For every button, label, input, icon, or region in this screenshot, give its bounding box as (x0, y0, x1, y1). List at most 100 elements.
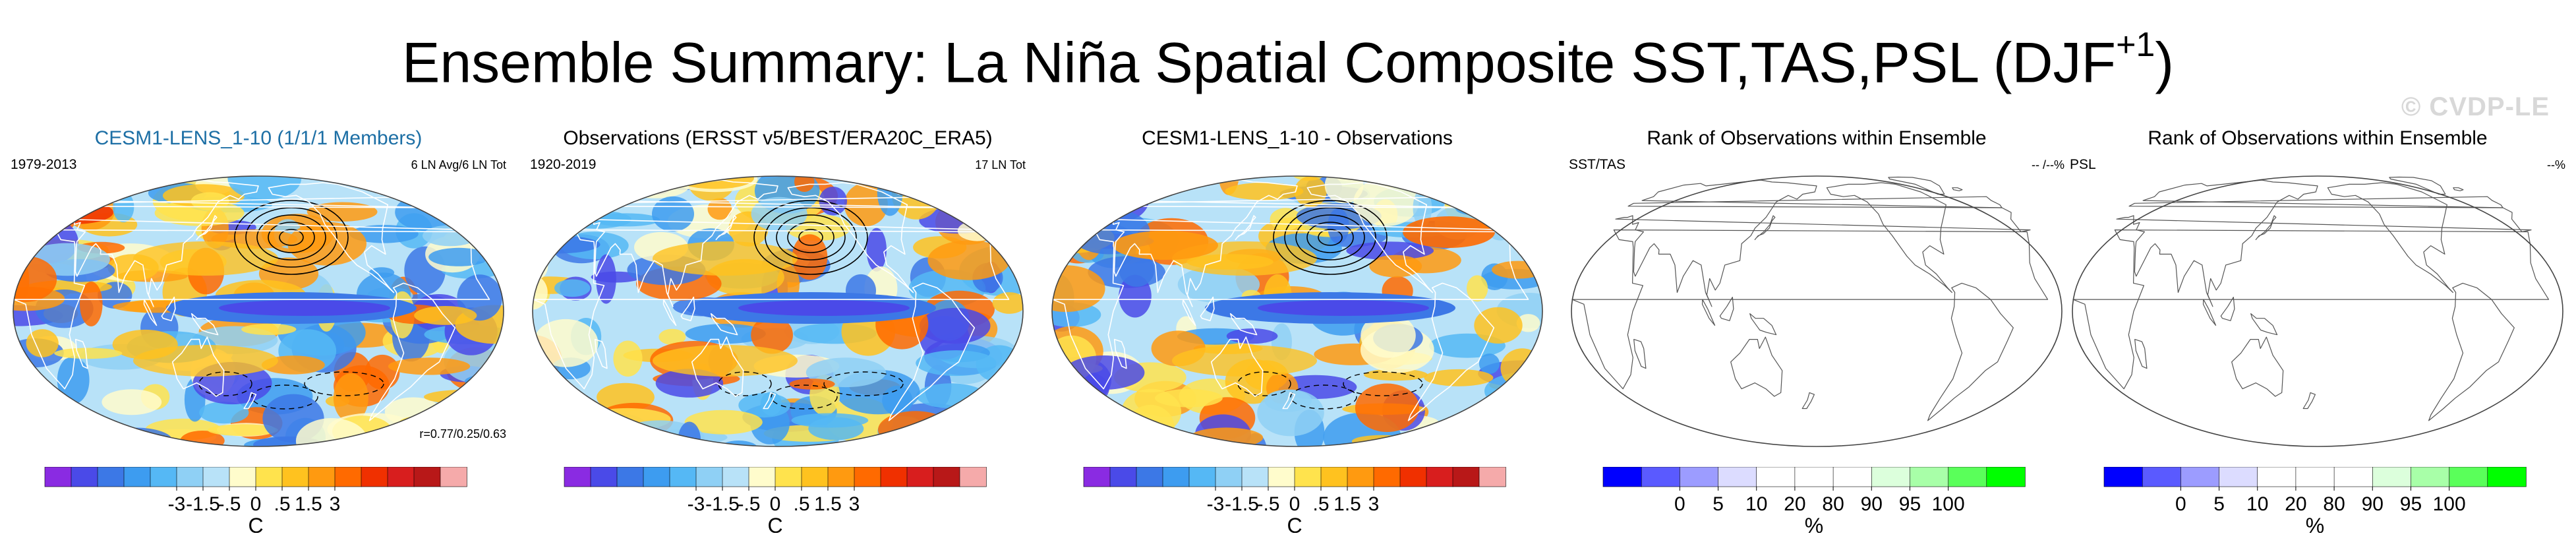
colorbar-swatch (176, 467, 204, 487)
colorbar-swatch (1294, 467, 1322, 487)
colorbar-tick-label: 5 (2213, 493, 2225, 515)
temperature-colorbar: -3 -1.5-.5 0 .5 1.5 3 C (44, 467, 467, 533)
panel-difference-composite: CESM1-LENS_1-10 - Observations -3 -1.5 -.5… (1047, 125, 1548, 534)
rank-percent-label: --% (2547, 158, 2565, 171)
colorbar-swatch (1188, 467, 1216, 487)
colorbar-swatch (1320, 467, 1348, 487)
colorbar-tick-label: -1.5 (1225, 493, 1259, 515)
colorbar-swatch (1871, 467, 1911, 487)
panel-title: CESM1-LENS_1-10 (1/1/1 Members) (94, 127, 423, 149)
colorbar-unit-label: C (248, 514, 263, 533)
colorbar-tick-label: 5 (1712, 493, 1724, 515)
colorbar-tick-label: 80 (1822, 493, 1844, 515)
colorbar-swatch (1452, 467, 1480, 487)
figure-title-close: ) (2155, 31, 2174, 95)
composite-map (13, 175, 504, 447)
rank-colorbar: 0 5 10 20 80 90 95 100% (2103, 467, 2527, 533)
colorbar-swatch (2449, 467, 2488, 487)
colorbar-tick-label: 0 (1674, 493, 1685, 515)
colorbar-swatch (2487, 467, 2527, 487)
colorbar-tick-label: -.5 (737, 493, 760, 515)
colorbar-swatch (387, 467, 415, 487)
colorbar-swatch (361, 467, 388, 487)
colorbar-tick-label: 3 (1368, 493, 1380, 515)
colorbar-tick-label: 80 (2323, 493, 2345, 515)
colorbar-swatch (2219, 467, 2258, 487)
colorbar-swatch (1426, 467, 1453, 487)
colorbar-swatch (2142, 467, 2182, 487)
colorbar-tick-label: 1.5 (1333, 493, 1361, 515)
event-count-label: 17 LN Tot (975, 158, 1026, 171)
colorbar-swatch (801, 467, 829, 487)
colorbar-swatch (2181, 467, 2220, 487)
colorbar-swatch (1794, 467, 1834, 487)
colorbar-swatch (334, 467, 362, 487)
colorbar-swatch (1948, 467, 1987, 487)
colorbar-swatch (2372, 467, 2412, 487)
colorbar-swatch (854, 467, 881, 487)
colorbar-swatch (1986, 467, 2026, 487)
colorbar-swatch (1241, 467, 1269, 487)
period-label: 1979-2013 (11, 157, 77, 172)
colorbar-swatch (590, 467, 618, 487)
panel-title: Observations (ERSST v5/BEST/ERA20C_ERA5) (563, 127, 993, 149)
colorbar-swatch (906, 467, 934, 487)
colorbar-swatch (2257, 467, 2297, 487)
rank-map (1571, 175, 2063, 447)
colorbar-swatch (1373, 467, 1401, 487)
colorbar-swatch (1602, 467, 1642, 487)
colorbar-swatch (123, 467, 151, 487)
colorbar-swatch (1136, 467, 1163, 487)
panel-ensemble-composite: CESM1-LENS_1-10 (1/1/1 Members) 1979-201… (8, 125, 509, 534)
colorbar-tick-label: 0 (1289, 493, 1301, 515)
colorbar-tick-label: 10 (2246, 493, 2268, 515)
colorbar-swatch (440, 467, 467, 487)
colorbar-swatch (2295, 467, 2335, 487)
colorbar-swatch (71, 467, 98, 487)
cvdp-watermark: © CVDP-LE (2401, 92, 2550, 121)
colorbar-tick-label: 95 (1899, 493, 1921, 515)
colorbar-unit-label: % (1805, 514, 1823, 533)
panel-title: Rank of Observations within Ensemble (2148, 127, 2488, 149)
colorbar-tick-label: -.5 (218, 493, 241, 515)
colorbar-swatch (775, 467, 802, 487)
figure-title-superscript: +1 (2116, 26, 2155, 64)
colorbar-tick-label: 90 (1861, 493, 1883, 515)
rank-colorbar: 0 5 10 20 80 90 95 100% (1602, 467, 2026, 533)
colorbar-swatch (97, 467, 125, 487)
colorbar-swatch (1478, 467, 1506, 487)
colorbar-swatch (44, 467, 72, 487)
panel-rank-psl: Rank of Observations within Ensemble PSL… (2067, 125, 2568, 534)
colorbar-swatch (202, 467, 230, 487)
colorbar-tick-label: .5 (793, 493, 809, 515)
composite-map (1051, 175, 1543, 447)
temperature-colorbar: -3 -1.5-.5 0 .5 1.5 3 C (564, 467, 987, 533)
panel-rank-sst-tas: Rank of Observations within Ensemble SST… (1566, 125, 2067, 534)
colorbar-swatch (1832, 467, 1873, 487)
colorbar-tick-label: 10 (1745, 493, 1767, 515)
pattern-correlation-label: r=0.77/0.25/0.63 (419, 427, 506, 441)
colorbar-tick-label: 20 (2285, 493, 2306, 515)
panel-title: CESM1-LENS_1-10 - Observations (1142, 127, 1453, 149)
colorbar-swatch (616, 467, 644, 487)
colorbar-swatch (564, 467, 591, 487)
colorbar-tick-label: 100 (1932, 493, 1965, 515)
colorbar-tick-label: 20 (1784, 493, 1805, 515)
colorbar-swatch (1109, 467, 1137, 487)
panel-title: Rank of Observations within Ensemble (1647, 127, 1987, 149)
event-count-label: 6 LN Avg/6 LN Tot (411, 158, 506, 171)
colorbar-tick-label: 0 (770, 493, 781, 515)
colorbar-swatch (2103, 467, 2143, 487)
colorbar-swatch (255, 467, 283, 487)
colorbar-unit-label: C (1287, 514, 1302, 533)
colorbar-tick-label: -1.5 (186, 493, 220, 515)
temperature-colorbar: -3 -1.5-.5 0 .5 1.5 3 C (1083, 467, 1506, 533)
figure-title: Ensemble Summary: La Niña Spatial Compos… (0, 18, 2576, 96)
figure-title-text: Ensemble Summary: La Niña Spatial Compos… (401, 31, 2117, 95)
colorbar-tick-label: .5 (1312, 493, 1329, 515)
colorbar-unit-label: % (2306, 514, 2324, 533)
colorbar-swatch (150, 467, 177, 487)
colorbar-swatch (669, 467, 697, 487)
colorbar-tick-label: -.5 (1256, 493, 1279, 515)
colorbar-swatch (933, 467, 960, 487)
